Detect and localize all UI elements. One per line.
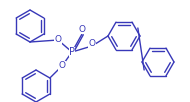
Text: O: O xyxy=(55,35,62,44)
Text: O: O xyxy=(59,62,66,70)
Text: P: P xyxy=(69,47,75,57)
Text: O: O xyxy=(89,38,96,48)
Text: O: O xyxy=(78,24,86,33)
